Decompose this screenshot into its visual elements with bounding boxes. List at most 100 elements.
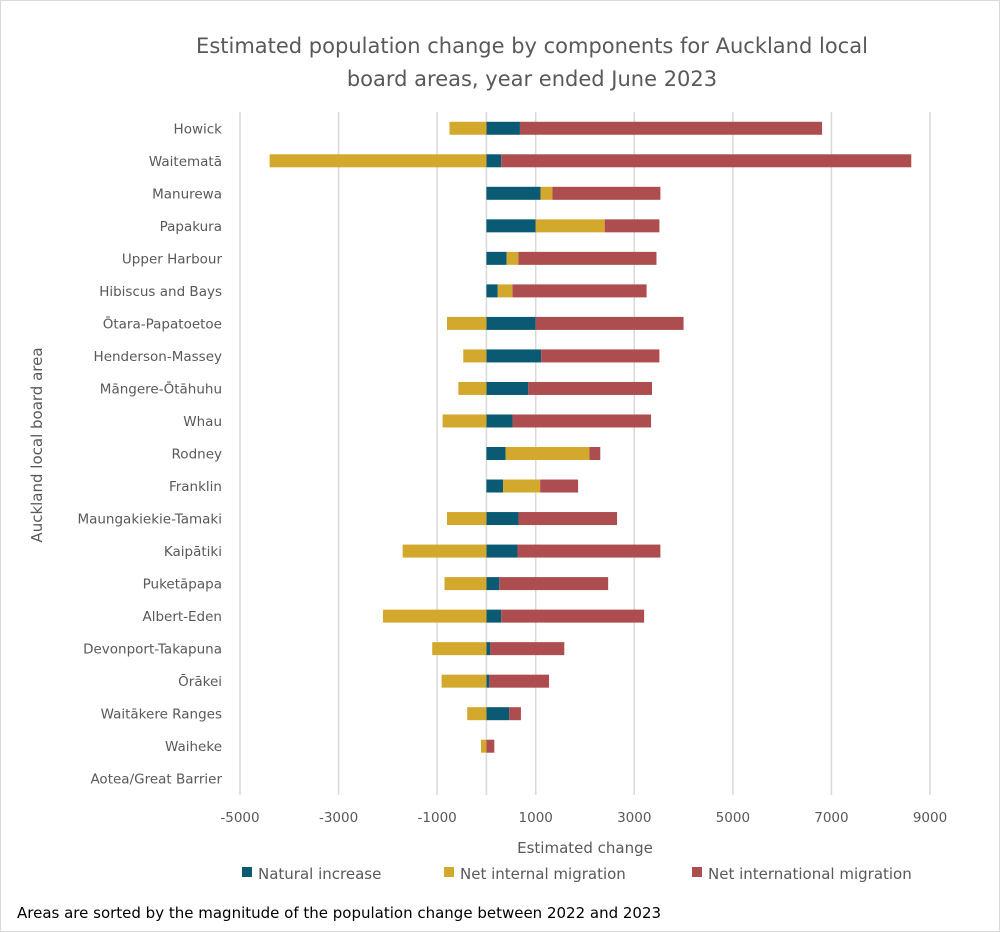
bar-net-international-migration <box>518 251 657 265</box>
bar-net-international-migration <box>552 186 661 200</box>
x-tick-label: -1000 <box>418 810 457 826</box>
category-label: Devonport-Takapuna <box>83 642 222 658</box>
bar-net-international-migration <box>501 609 645 623</box>
category-label: Howick <box>174 121 223 137</box>
chart-title-line-1: Estimated population change by component… <box>196 34 868 58</box>
legend-item: Net internal migration <box>444 865 626 883</box>
bar-natural-increase <box>486 609 502 623</box>
bar-natural-increase <box>486 154 502 168</box>
bar-net-internal-migration <box>535 219 605 233</box>
bar-net-internal-migration <box>449 121 487 135</box>
bar-net-internal-migration <box>447 316 487 330</box>
bar-net-international-migration <box>489 674 550 688</box>
bar-net-internal-migration <box>463 349 487 363</box>
bar-net-internal-migration <box>441 674 487 688</box>
bar-natural-increase <box>486 316 536 330</box>
bar-net-international-migration <box>518 512 618 526</box>
bar-net-international-migration <box>490 642 565 656</box>
footnote: Areas are sorted by the magnitude of the… <box>17 904 661 922</box>
category-label: Rodney <box>172 447 222 463</box>
bar-natural-increase <box>486 414 513 428</box>
bar-natural-increase <box>486 251 507 265</box>
bar-net-internal-migration <box>540 186 553 200</box>
bar-net-internal-migration <box>382 609 487 623</box>
category-label: Waitematā <box>149 154 222 170</box>
bar-net-international-migration <box>517 544 661 558</box>
bar-net-international-migration <box>512 284 647 298</box>
category-label: Ōtara-Papatoetoe <box>103 315 222 332</box>
bar-net-international-migration <box>519 121 823 135</box>
category-label: Kaipātiki <box>164 544 222 560</box>
category-label: Franklin <box>169 479 222 495</box>
bar-net-international-migration <box>499 577 609 591</box>
bar-net-internal-migration <box>481 739 487 753</box>
x-tick-label: 9000 <box>913 810 947 826</box>
bar-net-international-migration <box>528 381 653 395</box>
x-tick-labels: -5000 -3000 -1000 1000 3000 5000 7000 9000 <box>220 810 947 826</box>
category-label: Maungakiekie-Tamaki <box>77 512 222 528</box>
x-tick-label: 3000 <box>617 810 651 826</box>
legend-swatch <box>444 867 454 877</box>
category-label: Waitākere Ranges <box>101 707 222 723</box>
bar-natural-increase <box>486 186 541 200</box>
category-label: Henderson-Massey <box>94 349 222 365</box>
bar-natural-increase <box>486 284 498 298</box>
category-label: Whau <box>183 414 222 430</box>
legend-swatch <box>242 867 252 877</box>
category-label: Upper Harbour <box>122 251 223 267</box>
bar-net-internal-migration <box>269 154 487 168</box>
bar-natural-increase <box>486 544 518 558</box>
bar-natural-increase <box>486 349 542 363</box>
bar-net-internal-migration <box>402 544 487 558</box>
bar-natural-increase <box>486 642 491 656</box>
bar-natural-increase <box>486 121 520 135</box>
bar-net-international-migration <box>486 739 495 753</box>
bar-natural-increase <box>486 479 504 493</box>
bar-net-international-migration <box>604 219 660 233</box>
category-label: Māngere-Ōtāhuhu <box>100 380 222 397</box>
bars <box>269 121 912 753</box>
bar-net-international-migration <box>509 707 521 721</box>
bar-net-international-migration <box>540 479 579 493</box>
bar-net-internal-migration <box>444 577 487 591</box>
x-tick-label: 7000 <box>814 810 848 826</box>
category-label: Papakura <box>160 219 222 235</box>
bar-net-internal-migration <box>458 381 487 395</box>
category-label: Ōrākei <box>178 673 222 690</box>
legend-label: Net international migration <box>708 865 912 883</box>
y-axis-label: Auckland local board area <box>28 347 46 542</box>
bar-net-international-migration <box>501 154 912 168</box>
chart-title-line-2: board areas, year ended June 2023 <box>347 67 717 91</box>
x-tick-label: -3000 <box>319 810 358 826</box>
bar-natural-increase <box>486 381 529 395</box>
bar-natural-increase <box>486 447 506 460</box>
bar-natural-increase <box>486 707 510 721</box>
bar-net-international-migration <box>512 414 652 428</box>
legend: Natural increase Net internal migration Ne… <box>242 865 912 883</box>
bar-net-internal-migration <box>503 479 541 493</box>
bar-net-internal-migration <box>506 251 519 265</box>
category-label: Manurewa <box>152 186 222 202</box>
bar-natural-increase <box>486 219 536 233</box>
legend-item: Net international migration <box>692 865 912 883</box>
legend-item: Natural increase <box>242 865 381 883</box>
bar-net-internal-migration <box>467 707 487 721</box>
category-label: Albert-Eden <box>142 609 222 625</box>
bar-natural-increase <box>486 674 490 688</box>
bar-net-internal-migration <box>497 284 513 298</box>
x-tick-label: 5000 <box>716 810 750 826</box>
legend-swatch <box>692 867 702 877</box>
category-label: Puketāpapa <box>143 577 222 593</box>
bar-net-international-migration <box>589 447 601 460</box>
bar-net-internal-migration <box>442 414 487 428</box>
x-axis-label: Estimated change <box>517 839 653 857</box>
bar-natural-increase <box>486 512 519 526</box>
legend-label: Net internal migration <box>460 865 626 883</box>
bar-natural-increase <box>486 577 500 591</box>
category-label: Waiheke <box>165 739 222 755</box>
bar-net-international-migration <box>535 316 684 330</box>
category-labels: Howick Waitematā Manurewa Papakura Upper Har… <box>77 121 222 787</box>
category-label: Hibiscus and Bays <box>99 284 222 300</box>
bar-net-internal-migration <box>432 642 487 656</box>
